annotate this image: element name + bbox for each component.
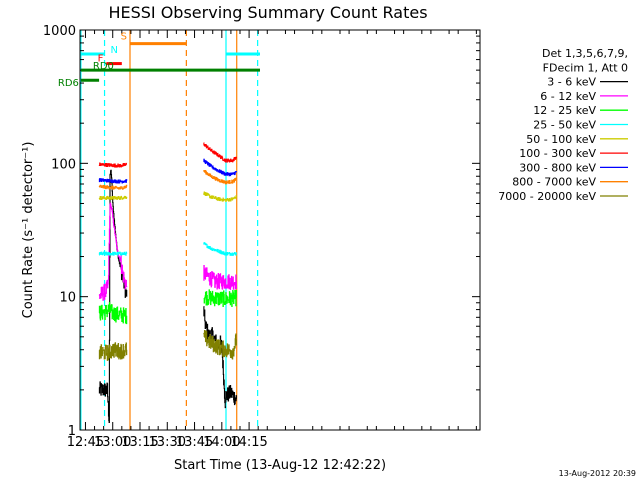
flag-label: S (121, 32, 127, 43)
series-line (225, 385, 237, 406)
series-4 (98, 191, 237, 203)
footer-date: 13-Aug-2012 20:39 (559, 469, 636, 478)
plot-area (80, 30, 259, 430)
legend-entry: 50 - 100 keV (526, 133, 628, 146)
y-tick-label: 10 (59, 291, 76, 306)
flag-label: RD6 (58, 78, 79, 89)
x-axis-label: Start Time (13-Aug-12 12:42:22) (174, 458, 386, 473)
series-line (203, 142, 237, 163)
legend-entry: 7000 - 20000 keV (498, 190, 628, 203)
series-line (203, 242, 237, 256)
legend-label: 6 - 12 keV (540, 90, 596, 103)
series-1 (98, 202, 237, 301)
legend-header: FDecim 1, Att 0 (543, 61, 628, 74)
flag-label: RD0 (93, 61, 114, 72)
y-tick-label: 1000 (43, 24, 76, 39)
x-tick-label: 13:00 (94, 435, 131, 450)
legend-entry: 100 - 300 keV (519, 147, 628, 160)
legend-entry: 25 - 50 keV (533, 119, 628, 132)
series-line (203, 191, 237, 203)
chart-title: HESSI Observing Summary Count Rates (108, 3, 427, 22)
plot-frame (79, 29, 481, 431)
y-axis-label: Count Rate (s⁻¹ detector⁻¹) (21, 142, 36, 319)
series-line (203, 158, 237, 177)
series-line (203, 264, 237, 290)
legend-label: 300 - 800 keV (519, 161, 596, 174)
flag-bars: NF S RD0 RD6 (58, 32, 260, 89)
x-tick-label: 13:15 (121, 435, 158, 450)
legend-header: Det 1,3,5,6,7,9, (542, 47, 628, 60)
series-3 (98, 242, 237, 256)
x-tick-label: 12:45 (67, 435, 104, 450)
series-line (203, 306, 227, 409)
x-tick-label: 14:00 (203, 435, 240, 450)
y-tick-label: 1 (68, 424, 76, 439)
legend-label: 100 - 300 keV (519, 147, 596, 160)
series-line (98, 195, 128, 201)
legend-label: 12 - 25 keV (533, 104, 596, 117)
series-line (98, 251, 128, 256)
series-line (98, 301, 128, 325)
legend-label: 7000 - 20000 keV (498, 190, 596, 203)
series-6 (98, 158, 237, 184)
legend-entry: 300 - 800 keV (519, 161, 628, 174)
series-line (203, 289, 237, 308)
legend-label: 3 - 6 keV (547, 76, 596, 89)
legend-entry: 12 - 25 keV (533, 104, 628, 117)
legend-entry: 3 - 6 keV (547, 76, 628, 89)
legend-label: 25 - 50 keV (533, 119, 596, 132)
legend: Det 1,3,5,6,7,9,FDecim 1, Att 0 3 - 6 keV… (498, 47, 628, 203)
legend-label: 800 - 7000 keV (512, 176, 596, 189)
series-5 (98, 142, 237, 168)
y-tick-label: 100 (51, 157, 76, 172)
legend-label: 50 - 100 keV (526, 133, 596, 146)
series-line (98, 169, 128, 423)
series-0 (98, 169, 237, 423)
series-line (203, 329, 237, 360)
series-line (98, 162, 127, 168)
series-2 (98, 289, 237, 325)
x-tick-label: 13:30 (149, 435, 186, 450)
flag-label: N (111, 45, 118, 56)
series-line (98, 184, 128, 190)
series-8 (98, 329, 237, 361)
series-line (98, 342, 128, 361)
x-tick-label: 14:15 (230, 435, 267, 450)
series-line (203, 170, 237, 185)
x-tick-label: 13:45 (176, 435, 213, 450)
legend-entry: 6 - 12 keV (540, 90, 628, 103)
series-line (98, 178, 128, 184)
legend-entry: 800 - 7000 keV (512, 176, 628, 189)
series-7 (98, 170, 237, 190)
series-line (98, 202, 128, 301)
flag-label: F (98, 54, 104, 65)
